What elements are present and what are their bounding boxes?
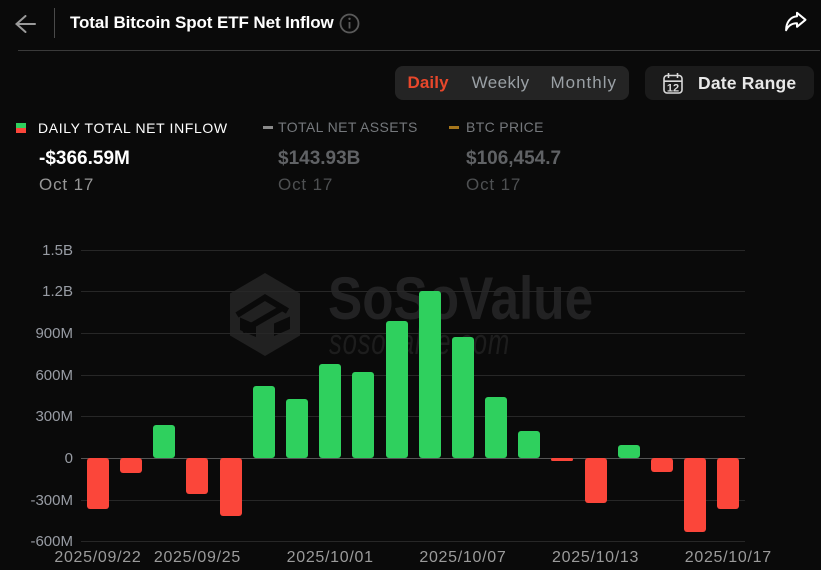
svg-text:12: 12 xyxy=(667,82,679,94)
